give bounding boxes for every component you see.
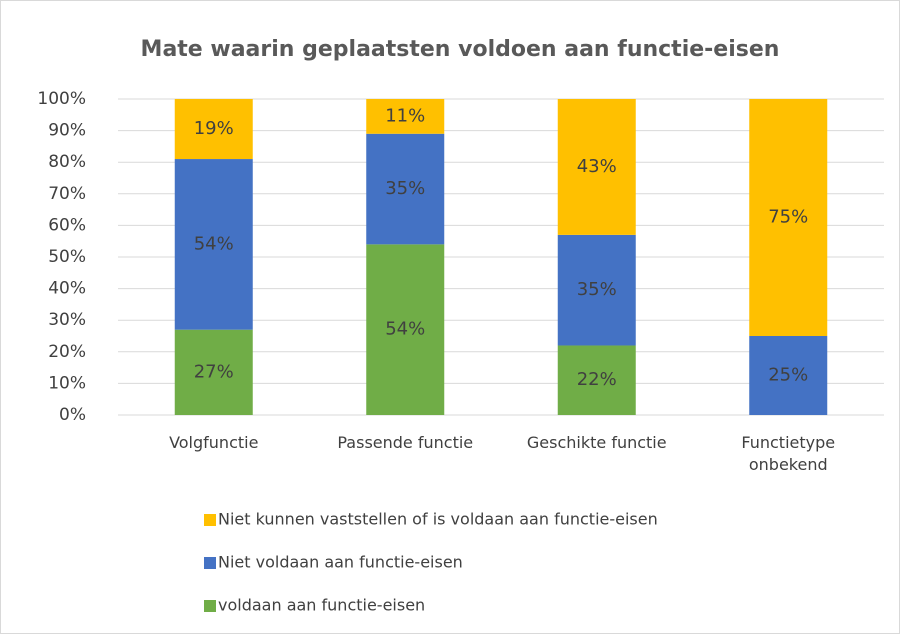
data-label: 43% — [577, 156, 617, 177]
x-tick-label: Geschikte functie — [526, 433, 667, 452]
y-tick-label: 0% — [59, 405, 86, 425]
legend-swatch — [204, 557, 216, 569]
y-tick-label: 10% — [48, 373, 86, 393]
y-tick-label: 60% — [48, 215, 86, 235]
x-tick-label: Functietype onbekend — [741, 433, 836, 474]
y-tick-label: 80% — [48, 152, 86, 172]
bar-segment — [366, 99, 445, 134]
bar-segment — [749, 336, 828, 415]
data-label: 35% — [577, 279, 617, 300]
y-tick-label: 40% — [48, 279, 86, 299]
data-label: 25% — [768, 365, 808, 386]
data-label: 22% — [577, 369, 617, 390]
data-label: 35% — [385, 178, 425, 199]
y-tick-label: 50% — [48, 247, 86, 267]
bar-segment — [749, 99, 828, 336]
x-tick-label: Volgfunctie — [169, 433, 259, 452]
data-label: 54% — [385, 319, 425, 340]
legend-swatch — [204, 600, 216, 612]
bar-segment — [557, 99, 636, 235]
data-label: 11% — [385, 105, 425, 126]
bar-segment — [557, 234, 636, 346]
data-label: 19% — [194, 118, 234, 139]
bar-segment — [174, 99, 253, 160]
bar-segment — [557, 345, 636, 415]
legend-label: voldaan aan functie-eisen — [218, 596, 425, 615]
y-tick-label: 90% — [48, 121, 86, 141]
x-tick-label: Passende functie — [337, 433, 474, 452]
chart-title: Mate waarin geplaatsten voldoen aan func… — [141, 37, 780, 62]
legend-label: Niet kunnen vaststellen of is voldaan aa… — [218, 510, 658, 529]
data-label: 54% — [194, 233, 234, 254]
y-tick-label: 30% — [48, 310, 86, 330]
bar-segment — [174, 329, 253, 415]
data-label: 75% — [768, 207, 808, 228]
y-tick-label: 100% — [37, 89, 86, 109]
data-label: 27% — [194, 361, 234, 382]
y-tick-label: 20% — [48, 342, 86, 362]
bar-segment — [366, 244, 445, 415]
bar-segment — [366, 133, 445, 245]
legend-label: Niet voldaan aan functie-eisen — [218, 553, 463, 572]
bar-segment — [174, 159, 253, 330]
legend-swatch — [204, 514, 216, 526]
y-tick-label: 70% — [48, 184, 86, 204]
